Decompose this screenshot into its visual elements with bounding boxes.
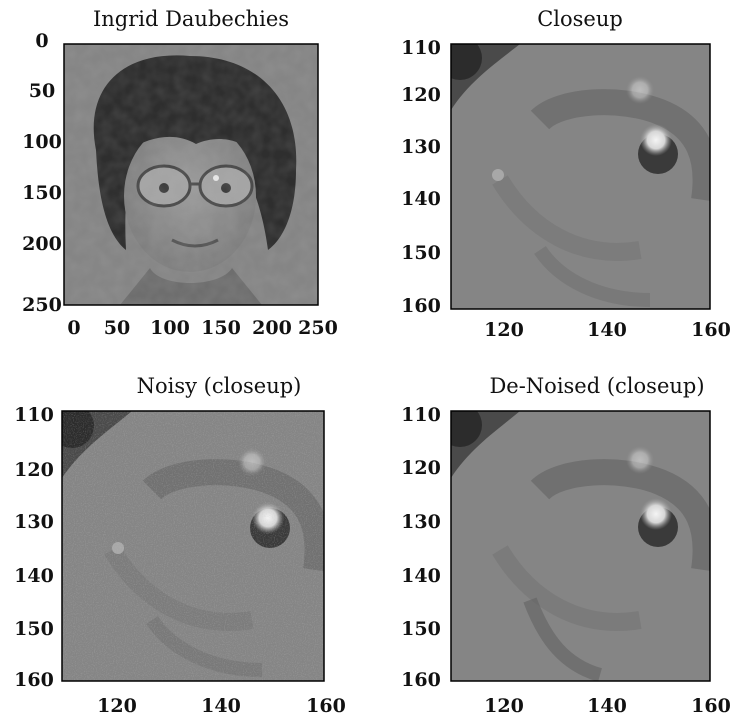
x-tick-label: 160 [691,695,731,717]
y-tick-label: 120 [401,84,441,106]
x-tick-label: 140 [587,695,627,717]
y-tick-labels: 110 120 130 140 150 160 [401,404,441,691]
y-tick-label: 140 [14,565,54,587]
y-tick-labels: 110 120 130 140 150 160 [14,404,54,691]
x-tick-label: 140 [201,695,241,717]
y-tick-labels: 0 50 100 150 200 250 [22,30,62,316]
y-tick-label: 130 [401,511,441,533]
x-tick-label: 100 [150,317,190,339]
x-tick-label: 0 [67,317,80,339]
y-tick-label: 120 [401,457,441,479]
y-tick-labels: 110 120 130 140 150 160 [401,37,441,317]
y-tick-label: 140 [401,188,441,210]
x-tick-label: 150 [201,317,241,339]
panel-original: Ingrid Daubechies 0 50 100 [22,7,338,339]
x-tick-labels: 120 140 160 [484,319,731,341]
y-tick-label: 140 [401,565,441,587]
panel-title: Ingrid Daubechies [93,7,289,31]
y-tick-label: 110 [14,404,54,426]
y-tick-label: 150 [22,182,62,204]
portrait-image [64,44,318,305]
panel-closeup: Closeup 110 120 130 140 150 160 120 140 … [401,7,731,341]
x-tick-labels: 0 50 100 150 200 250 [67,317,337,339]
axes-frame [61,410,325,682]
y-tick-label: 110 [401,37,441,59]
y-tick-label: 150 [14,618,54,640]
x-tick-labels: 120 140 160 [97,695,346,717]
y-tick-label: 130 [14,511,54,533]
y-tick-label: 150 [401,618,441,640]
y-tick-label: 110 [401,404,441,426]
noisy-image [62,411,324,681]
axes-frame [450,43,711,310]
y-tick-label: 100 [22,131,62,153]
x-tick-label: 120 [484,695,524,717]
panel-denoised: De-Noised (closeup) 110 120 130 140 150 … [401,374,731,717]
x-tick-label: 200 [252,317,292,339]
y-tick-label: 250 [22,294,62,316]
x-tick-label: 50 [104,317,130,339]
panel-noisy: Noisy (closeup) 110 120 130 140 150 160 … [14,374,346,717]
panel-title: De-Noised (closeup) [489,374,704,398]
x-tick-label: 160 [691,319,731,341]
closeup-image [451,44,710,309]
x-tick-label: 140 [587,319,627,341]
axes-frame [63,43,319,306]
y-tick-label: 120 [14,459,54,481]
y-tick-label: 130 [401,136,441,158]
panel-title: Noisy (closeup) [137,374,302,398]
y-tick-label: 0 [35,30,48,52]
axes-frame [450,410,711,682]
panel-title: Closeup [537,7,623,31]
x-tick-label: 250 [298,317,338,339]
x-tick-labels: 120 140 160 [484,695,731,717]
x-tick-label: 160 [306,695,346,717]
y-tick-label: 160 [401,295,441,317]
y-tick-label: 50 [29,80,55,102]
y-tick-label: 150 [401,242,441,264]
y-tick-label: 200 [22,233,62,255]
y-tick-label: 160 [401,669,441,691]
denoised-image [451,411,710,681]
y-tick-label: 160 [14,669,54,691]
x-tick-label: 120 [484,319,524,341]
x-tick-label: 120 [97,695,137,717]
